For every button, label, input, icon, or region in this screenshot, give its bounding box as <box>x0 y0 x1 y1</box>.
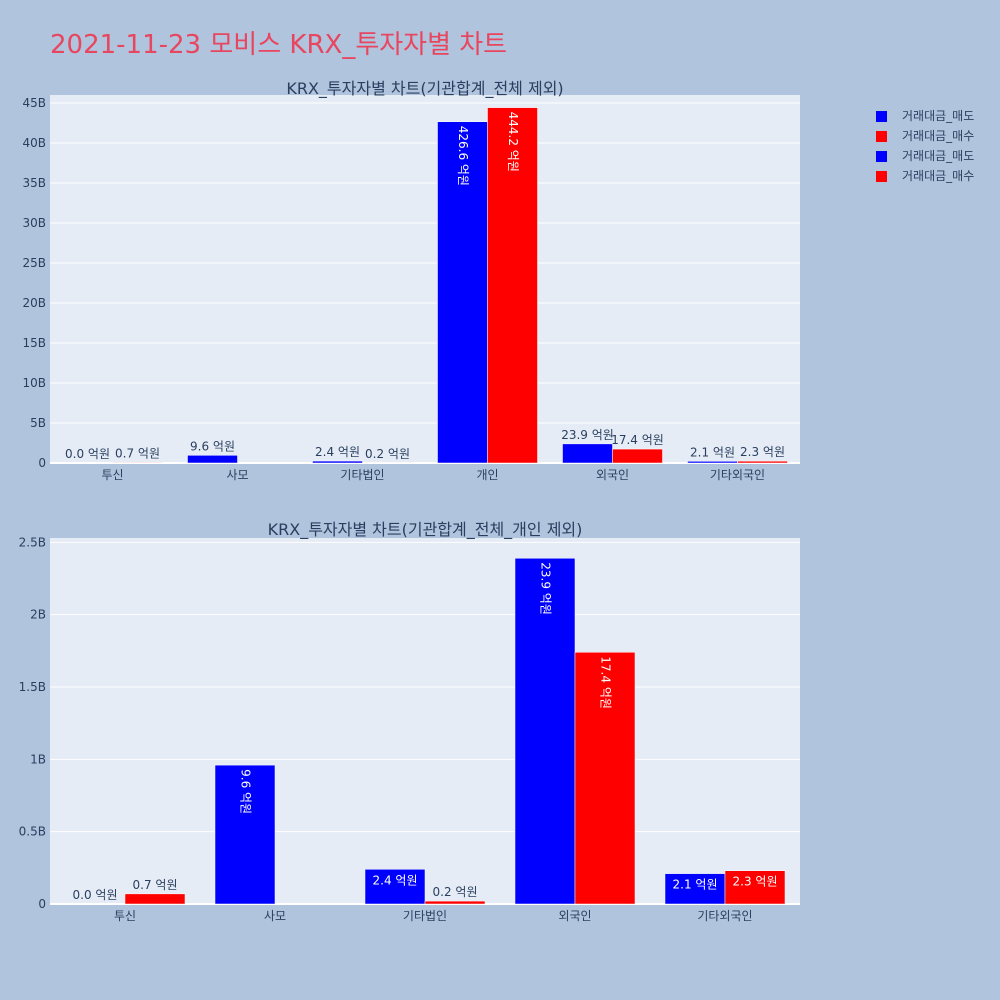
data-label: 17.4 억원 <box>599 656 613 709</box>
legend-label: 거래대금_매도 <box>902 109 975 123</box>
bar <box>187 455 238 464</box>
y-tick-label: 1.5B <box>19 680 46 694</box>
plot-area <box>50 538 800 904</box>
x-tick-label: 외국인 <box>558 909 591 923</box>
data-label: 2.1 억원 <box>690 445 735 459</box>
data-label: 9.6 억원 <box>239 769 253 814</box>
bar <box>514 558 576 905</box>
page-title: 2021-11-23 모비스 KRX_투자자별 차트 <box>50 30 508 60</box>
chart-title: KRX_투자자별 차트(기관합계_전체 제외) <box>286 79 563 99</box>
y-tick-label: 20B <box>22 296 46 310</box>
bar <box>364 869 426 905</box>
y-tick-label: 45B <box>22 96 46 110</box>
bar <box>124 893 186 905</box>
legend-swatch <box>876 130 887 142</box>
y-tick-label: 2.5B <box>19 535 46 549</box>
bar <box>737 460 788 464</box>
bar <box>724 870 786 905</box>
y-tick-label: 35B <box>22 176 46 190</box>
chart-title: KRX_투자자별 차트(기관합계_전체_개인 제외) <box>268 520 583 540</box>
x-tick-label: 기타법인 <box>403 909 447 923</box>
legend-item[interactable]: 거래대금_매도 <box>876 106 974 126</box>
plot-area <box>50 95 800 463</box>
chart-2: 0 0.5B 1B 1.5B 2B 2.5B KRX_투자자별 차트(기관합계_전체_개인 … <box>19 520 800 923</box>
y-tick-label: 25B <box>22 256 46 270</box>
data-label: 0.7 억원 <box>133 878 178 892</box>
legend-swatch <box>876 170 887 182</box>
legend-swatch <box>876 150 887 162</box>
data-label: 2.3 억원 <box>733 875 778 889</box>
data-label: 23.9 억원 <box>561 428 614 442</box>
chart-1: 0 5B 10B 15B 20B 25B 30B 35B 40B 45B KRX_투자자별 차트(기… <box>22 79 800 482</box>
legend-label: 거래대금_매수 <box>902 129 975 143</box>
bar <box>214 764 276 905</box>
x-tick-label: 투신 <box>114 909 136 923</box>
legend-item[interactable]: 거래대금_매도 <box>876 146 974 166</box>
data-label: 0.7 억원 <box>115 446 160 460</box>
bar <box>562 443 613 464</box>
data-label: 444.2 억원 <box>506 112 520 172</box>
bar <box>312 460 363 464</box>
y-tick-label: 0 <box>38 897 46 911</box>
y-tick-label: 0 <box>38 456 46 470</box>
data-label: 0.2 억원 <box>365 447 410 461</box>
y-tick-label: 2B <box>30 608 46 622</box>
data-label: 9.6 억원 <box>190 439 235 453</box>
x-tick-label: 개인 <box>476 468 498 482</box>
x-tick-label: 기타법인 <box>340 468 384 482</box>
x-tick-label: 투신 <box>101 468 123 482</box>
data-label: 23.9 억원 <box>539 562 553 615</box>
bar <box>664 873 726 905</box>
data-label: 0.0 억원 <box>73 888 118 902</box>
data-label: 0.0 억원 <box>65 447 110 461</box>
bar <box>487 107 538 464</box>
bar <box>424 900 486 905</box>
data-label: 17.4 억원 <box>611 433 664 447</box>
bar <box>574 652 636 905</box>
y-tick-label: 10B <box>22 376 46 390</box>
x-tick-label: 기타외국인 <box>697 909 752 923</box>
y-tick-label: 5B <box>30 416 46 430</box>
y-tick-label: 1B <box>30 752 46 766</box>
data-label: 0.2 억원 <box>433 885 478 899</box>
data-label: 2.1 억원 <box>673 878 718 892</box>
legend-item[interactable]: 거래대금_매수 <box>876 166 974 186</box>
y-tick-label: 15B <box>22 336 46 350</box>
legend[interactable]: 거래대금_매도 거래대금_매수 거래대금_매도 거래대금_매수 <box>876 106 974 186</box>
legend-item[interactable]: 거래대금_매수 <box>876 126 974 146</box>
legend-swatch <box>876 110 887 122</box>
bar <box>612 448 663 464</box>
x-tick-label: 외국인 <box>596 468 629 482</box>
x-tick-label: 사모 <box>264 909 286 923</box>
y-tick-label: 0.5B <box>19 825 46 839</box>
bar <box>437 121 488 464</box>
data-label: 426.6 억원 <box>456 126 470 186</box>
y-tick-label: 30B <box>22 216 46 230</box>
legend-label: 거래대금_매수 <box>902 169 975 183</box>
x-tick-label: 사모 <box>226 468 248 482</box>
data-label: 2.4 억원 <box>315 445 360 459</box>
data-label: 2.4 억원 <box>373 873 418 887</box>
legend-label: 거래대금_매도 <box>902 149 975 163</box>
bar <box>687 461 738 464</box>
x-tick-label: 기타외국인 <box>710 468 765 482</box>
bar <box>112 462 163 464</box>
data-label: 2.3 억원 <box>740 445 785 459</box>
y-tick-label: 40B <box>22 136 46 150</box>
